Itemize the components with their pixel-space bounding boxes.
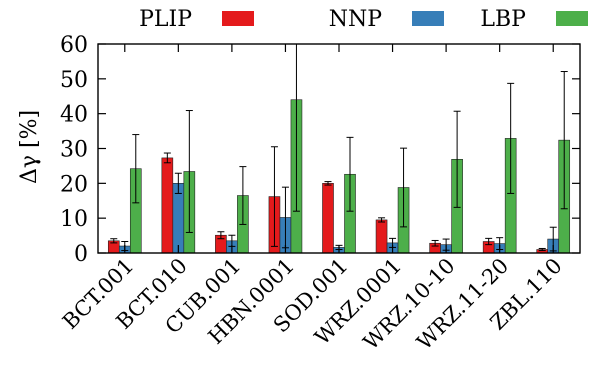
legend-swatch-plip <box>222 11 254 26</box>
bar-plip <box>375 219 388 254</box>
y-axis-label: Δγ [%] <box>17 110 42 184</box>
bar-plip <box>322 183 334 254</box>
y-tick-label: 0 <box>74 242 88 267</box>
bars <box>107 99 571 254</box>
legend-label-lbp: LBP <box>480 7 526 32</box>
legend-swatch-nnp <box>412 11 444 26</box>
y-tick-label: 10 <box>60 207 88 232</box>
bar-plip <box>161 157 174 254</box>
legend-swatch-lbp <box>556 11 588 26</box>
y-axis-ticks: 0 10 20 30 40 50 60 <box>60 33 580 267</box>
legend: PLIP NNP LBP <box>139 7 588 32</box>
legend-label-plip: PLIP <box>139 7 192 32</box>
legend-label-nnp: NNP <box>329 7 383 32</box>
y-tick-label: 20 <box>60 172 88 197</box>
y-tick-label: 50 <box>60 68 88 93</box>
y-tick-label: 40 <box>60 103 88 128</box>
y-tick-label: 30 <box>60 138 88 163</box>
y-tick-label: 60 <box>60 33 88 58</box>
